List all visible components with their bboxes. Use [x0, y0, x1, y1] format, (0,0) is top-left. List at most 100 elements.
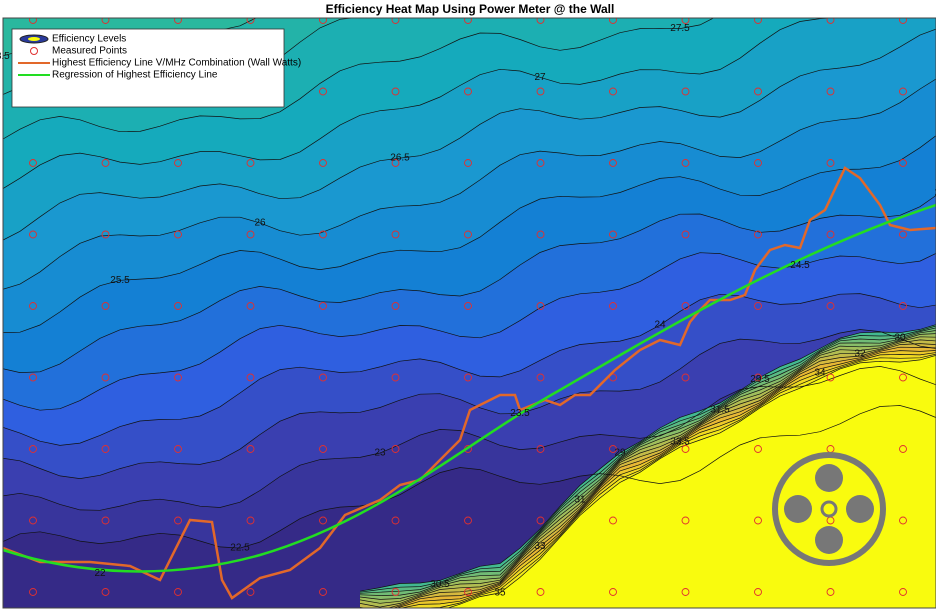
contour-line	[359, 336, 936, 604]
measured-point	[101, 588, 110, 596]
contour-label: 27.5	[670, 23, 690, 34]
measured-point	[174, 18, 182, 24]
measured-point	[319, 230, 327, 239]
measured-point	[536, 516, 545, 525]
contour-line	[3, 329, 936, 479]
measured-point	[319, 159, 327, 167]
measured-point	[464, 373, 472, 382]
contour-label: 22.5	[230, 543, 250, 554]
measured-point	[29, 588, 37, 596]
measured-point	[246, 588, 255, 596]
measured-point	[754, 159, 762, 167]
regression-line	[3, 203, 936, 573]
legend-label: Measured Points	[52, 46, 127, 57]
measured-point	[246, 302, 255, 310]
chart-title: Efficiency Heat Map Using Power Meter @ …	[326, 2, 615, 16]
measured-point	[29, 302, 37, 310]
contour-label: 33.5	[670, 436, 690, 447]
measured-point	[246, 159, 255, 167]
measured-point	[681, 588, 690, 596]
measured-point	[391, 18, 400, 24]
measured-point	[826, 373, 835, 382]
measured-point	[899, 588, 907, 596]
measured-point	[681, 302, 690, 310]
measured-point	[391, 373, 400, 382]
measured-point	[754, 516, 762, 525]
measured-point	[754, 588, 762, 596]
measured-point	[391, 230, 400, 239]
measured-point	[174, 230, 182, 239]
measured-point	[609, 230, 617, 239]
measured-point	[754, 87, 762, 96]
measured-point	[464, 516, 472, 525]
measured-point	[536, 588, 545, 596]
measured-point	[174, 302, 182, 310]
contour-line	[399, 352, 936, 608]
logo	[772, 452, 886, 566]
measured-point	[391, 87, 400, 96]
measured-point	[899, 516, 907, 525]
measured-point	[319, 302, 327, 310]
contour-label: 30.5	[430, 579, 450, 590]
measured-point	[101, 18, 110, 24]
measured-point	[391, 445, 400, 453]
measured-point	[826, 159, 835, 167]
highest-efficiency-line	[3, 166, 936, 600]
contour-line	[359, 324, 936, 592]
legend-label: Efficiency Levels	[52, 34, 126, 45]
contour-line	[418, 353, 936, 608]
measured-point	[899, 87, 907, 96]
measured-point	[681, 87, 690, 96]
contour-label: 26	[254, 218, 266, 229]
measured-point	[536, 302, 545, 310]
contour-label: 28.5	[0, 51, 10, 62]
measured-point	[101, 159, 110, 167]
measured-point	[464, 302, 472, 310]
measured-point	[754, 373, 762, 382]
measured-point	[319, 18, 327, 24]
measured-point	[899, 18, 907, 24]
measured-point	[391, 302, 400, 310]
measured-point	[101, 373, 110, 382]
measured-point	[754, 18, 762, 24]
measured-point	[609, 18, 617, 24]
measured-point	[899, 373, 907, 382]
contour-label: 27	[534, 72, 546, 83]
plot-frame	[2, 17, 936, 609]
measured-point	[681, 445, 690, 453]
measured-point	[754, 230, 762, 239]
measured-point	[464, 230, 472, 239]
measured-point	[681, 18, 690, 24]
measured-point	[536, 18, 545, 24]
contour-label: 23.5	[510, 408, 530, 419]
measured-point	[246, 445, 255, 453]
measured-point	[754, 302, 762, 310]
contour-line	[3, 195, 936, 373]
measured-point	[29, 230, 37, 239]
measured-point	[319, 588, 327, 596]
measured-point	[899, 159, 907, 167]
measured-point	[319, 445, 327, 453]
contour-label: 29.5	[750, 374, 770, 385]
measured-point	[391, 159, 400, 167]
measured-point	[29, 445, 37, 453]
measured-point	[101, 302, 110, 310]
measured-point	[609, 373, 617, 382]
measured-point	[174, 588, 182, 596]
contour-line	[3, 293, 936, 446]
measured-point	[101, 445, 110, 453]
contour-line	[359, 333, 936, 600]
measured-point	[536, 230, 545, 239]
measured-point	[681, 373, 690, 382]
measured-point	[826, 87, 835, 96]
contour-label: 25.5	[110, 275, 130, 286]
measured-point	[319, 87, 327, 96]
contour-line	[359, 343, 936, 608]
measured-point	[391, 588, 400, 596]
measured-point	[609, 445, 617, 453]
measured-point	[29, 373, 37, 382]
contour-label: 25	[934, 187, 936, 198]
legend-label: Regression of Highest Efficiency Line	[52, 70, 218, 81]
measured-point	[29, 159, 37, 167]
